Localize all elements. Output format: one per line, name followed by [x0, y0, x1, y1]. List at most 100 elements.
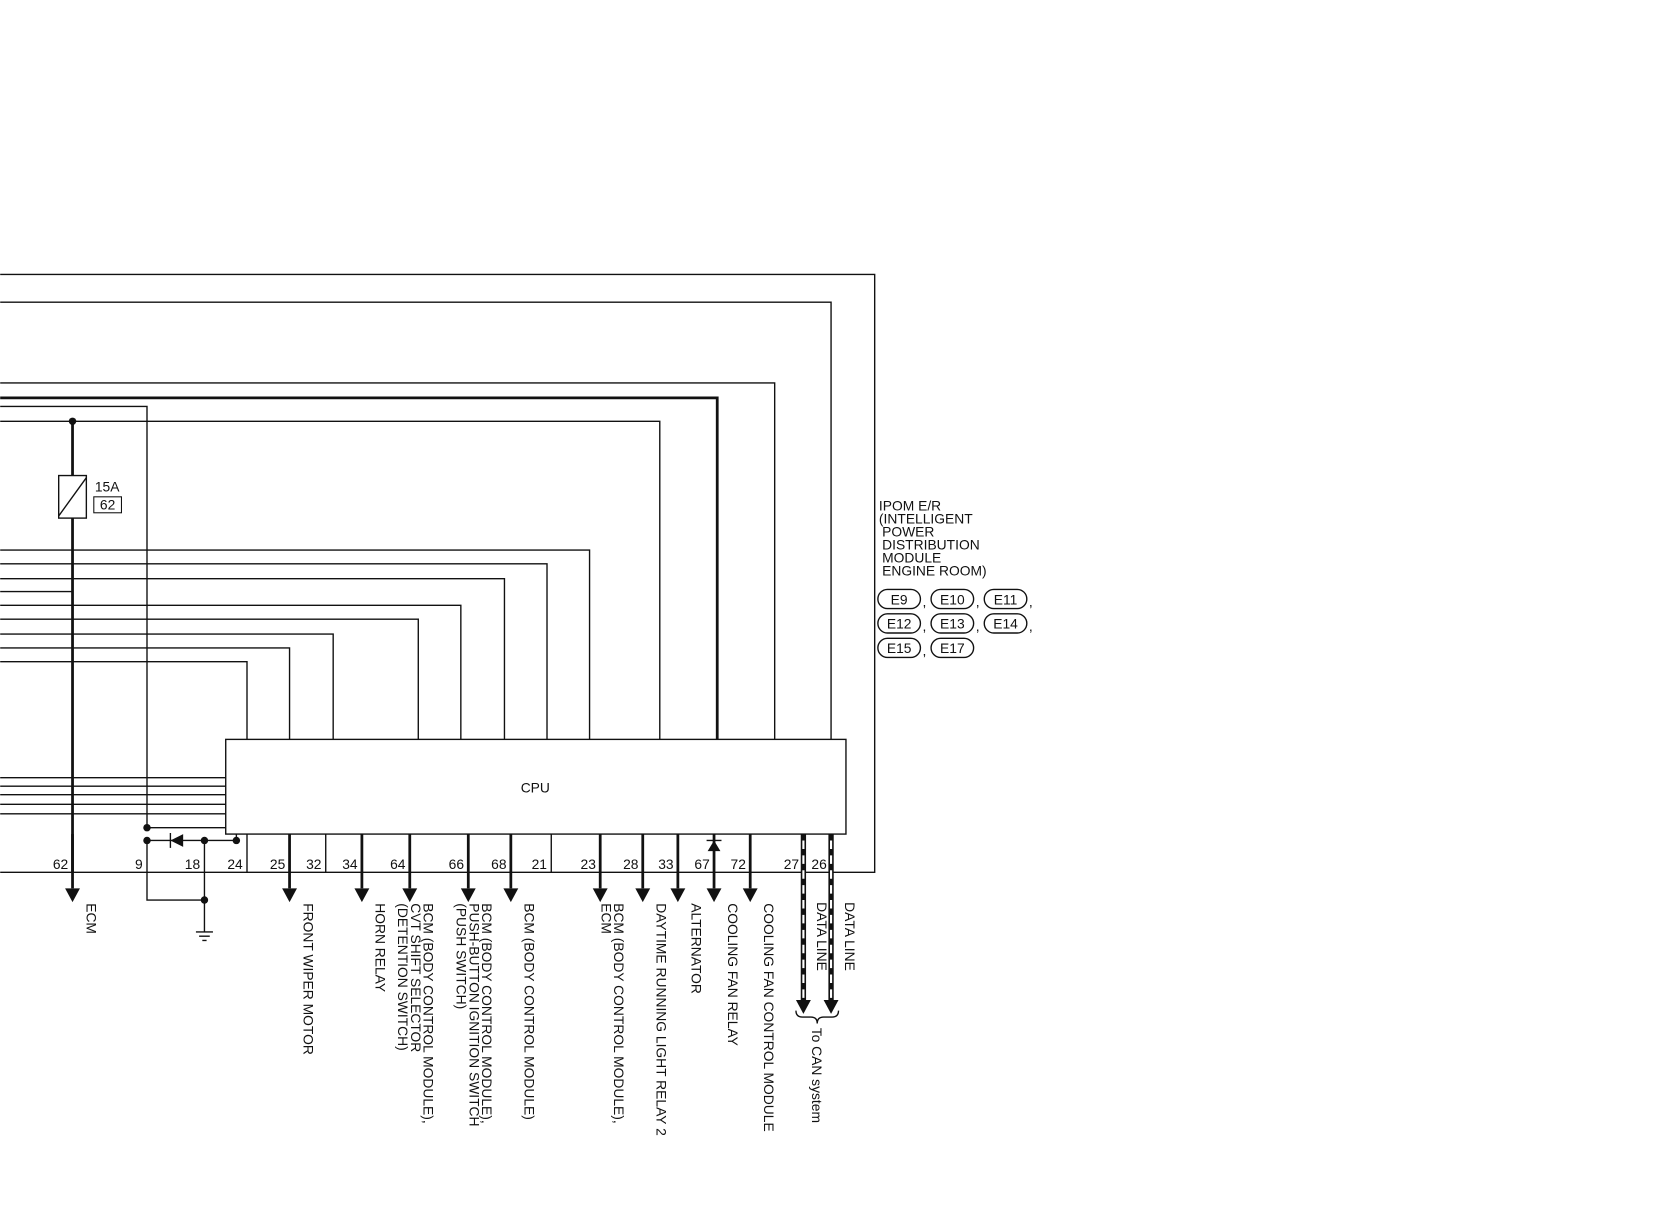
cpu-label: CPU	[521, 780, 550, 796]
separator: ,	[976, 618, 980, 634]
destination-label: COOLING FAN RELAY	[725, 903, 741, 1046]
arrow	[402, 888, 418, 903]
wire	[0, 405, 148, 828]
destination-line: FRONT WIPER MOTOR	[300, 903, 316, 1055]
pin-number: 27	[784, 856, 799, 872]
arrow	[282, 888, 298, 903]
wire	[0, 618, 419, 740]
connector-oval	[983, 588, 1028, 610]
destination-line: DAYTIME RUNNING LIGHT RELAY 2	[654, 903, 670, 1136]
pin-number: 28	[623, 856, 639, 872]
destination-label: DATA LINE	[814, 902, 830, 971]
fuse-element	[58, 477, 87, 517]
destination-label: HORN RELAY	[373, 903, 389, 992]
destination-line: (PUSH SWITCH)	[454, 903, 470, 1009]
destination-line: BCM (BODY CONTROL MODULE),	[611, 903, 627, 1124]
module-label-line: DISTRIBUTION	[882, 537, 980, 553]
arrow	[635, 888, 651, 903]
ground-wire	[146, 840, 205, 901]
connector-id: E12	[887, 616, 912, 632]
separator: ,	[923, 642, 927, 658]
destination-line: BCM (BODY CONTROL MODULE),	[479, 903, 495, 1124]
connector-id: E14	[993, 616, 1018, 632]
connector-oval	[877, 613, 922, 634]
wire	[0, 420, 661, 740]
destination-label: BCM (BODY CONTROL MODULE),CVT SHIFT SELE…	[395, 903, 437, 1124]
arrow	[823, 1000, 839, 1014]
module-label-line: POWER	[882, 524, 934, 540]
wire	[0, 396, 719, 740]
module-label-line: MODULE	[882, 550, 941, 566]
pin-number: 68	[491, 856, 507, 872]
wire	[0, 661, 248, 740]
destination-label: BCM (BODY CONTROL MODULE)	[522, 903, 538, 1120]
connector-oval	[930, 613, 975, 634]
separator: ,	[1029, 593, 1033, 609]
wire	[0, 647, 291, 740]
junction	[232, 836, 241, 845]
pin-number: 26	[811, 856, 827, 872]
connector-id: E11	[994, 591, 1018, 607]
connector-id: E13	[940, 616, 965, 632]
arrow	[670, 888, 686, 903]
destination-line: ALTERNATOR	[689, 903, 705, 994]
destination-line: DATA LINE	[842, 902, 858, 971]
fuse-rating: 15A	[95, 479, 120, 495]
junction	[68, 417, 77, 426]
connector-oval	[877, 588, 922, 610]
pin-number: 66	[449, 856, 465, 872]
pin-number: 64	[390, 856, 406, 872]
arrow	[592, 888, 608, 903]
destination-line: COOLING FAN CONTROL MODULE	[761, 903, 777, 1131]
connector-id: E10	[940, 591, 965, 607]
pin-number: 33	[658, 856, 674, 872]
wire	[0, 604, 462, 740]
destination-label: ECM	[83, 903, 99, 934]
destination-line: COOLING FAN RELAY	[725, 903, 741, 1046]
connector-oval	[930, 588, 975, 610]
cpu-box	[225, 738, 847, 835]
wire	[0, 633, 334, 740]
can-note: To CAN system	[809, 1028, 825, 1123]
junction	[200, 896, 209, 904]
destination-label: BCM (BODY CONTROL MODULE),ECM	[598, 903, 627, 1124]
arrow	[354, 888, 370, 903]
pin-number: 25	[270, 856, 286, 872]
arrow	[706, 888, 722, 903]
module-label-line: ENGINE ROOM)	[882, 563, 986, 579]
module-label-line: IPOM E/R	[879, 498, 941, 514]
pin-number: 34	[342, 856, 358, 872]
module-label: IPOM E/R(INTELLIGENTPOWERDISTRIBUTIONMOD…	[877, 498, 1033, 659]
module-label-line: (INTELLIGENT	[879, 511, 973, 527]
wire	[0, 549, 591, 740]
module-frame	[0, 273, 876, 874]
wire	[0, 578, 506, 740]
wire	[0, 563, 548, 740]
destination-line: ECM	[598, 903, 614, 934]
destination-line: BCM (BODY CONTROL MODULE),	[421, 903, 437, 1124]
arrow	[460, 888, 476, 903]
connector-oval	[930, 637, 975, 659]
wire	[0, 382, 776, 740]
destination-line: ECM	[83, 903, 99, 934]
pin-number: 23	[581, 856, 597, 872]
destination-line: PUSH-BUTTON IGNITION SWITCH	[466, 903, 482, 1126]
pin-number: 18	[185, 856, 201, 872]
can-brace	[795, 1010, 840, 1024]
fuse-number: 62	[100, 497, 115, 513]
pin-number: 62	[53, 856, 68, 872]
destination-line: CVT SHIFT SELECTOR	[408, 903, 424, 1052]
connector-oval	[877, 637, 922, 659]
arrow	[742, 888, 758, 903]
pin-number: 32	[306, 856, 321, 872]
arrow	[795, 1000, 811, 1014]
fuse-number-box	[93, 496, 122, 514]
pin-number: 21	[532, 856, 548, 872]
connector-id: E15	[887, 640, 912, 656]
pins: 62 ECM 9 18 24 25 FRONT WIPER MOTOR 32 34 HORN RE…	[53, 834, 858, 1136]
connector-id: E17	[940, 640, 965, 656]
pin-number: 24	[227, 856, 243, 872]
destination-label: ALTERNATOR	[689, 903, 705, 994]
